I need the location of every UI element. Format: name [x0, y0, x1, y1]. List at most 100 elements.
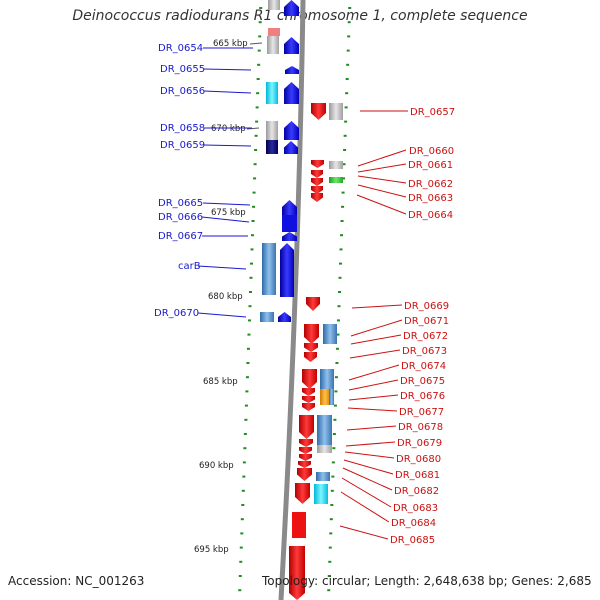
gene-arrow-DR_0658: [284, 121, 299, 140]
gene-block-DR_0685: [292, 512, 306, 538]
gene-arrow-DR_0667: [282, 232, 297, 241]
gene-block-DR_0658: [266, 121, 278, 141]
gene-arrow-DR_0664: [311, 193, 323, 202]
gene-label-DR_0675: DR_0675: [400, 376, 445, 387]
gene-arrow-DR_0674: [302, 369, 317, 389]
gene-block-DR_0671: [323, 324, 337, 344]
gene-label-DR_0663: DR_0663: [408, 193, 453, 204]
gene-label-DR_0661: DR_0661: [408, 160, 453, 171]
gene-arrow-DR_0673: [304, 352, 317, 362]
map-title: Deinococcus radiodurans R1 chromosome 1,…: [72, 8, 528, 24]
gene-arrow-DR_0654: [284, 37, 299, 54]
gene-block-DR_0654: [267, 36, 279, 54]
tick-marks: [238, 7, 352, 592]
gene-arrow-DR_0678: [299, 415, 314, 439]
gene-label-DR_0666: DR_0666: [158, 212, 203, 223]
gene-arrow-DR_0683: [297, 468, 312, 481]
gene-arrow-DR_0665: [282, 200, 297, 216]
ruler-label-680: 680 kbp: [208, 292, 243, 302]
gene-arrow-DR_0675: [302, 388, 315, 396]
ruler-tick-670: [246, 127, 260, 130]
gene-arrow-DR_0670: [278, 312, 291, 322]
gene-label-DR_0669: DR_0669: [404, 301, 449, 312]
gene-label-DR_0678: DR_0678: [398, 422, 443, 433]
gene-arrow-DR_0679: [299, 439, 313, 447]
left-gene-labels: DR_0654 DR_0655 DR_0656 DR_0658 DR_0659 …: [154, 43, 205, 319]
gene-label-DR_0657: DR_0657: [410, 107, 455, 118]
gene-arrow-DR_0676: [302, 396, 315, 403]
gene-label-DR_0677: DR_0677: [399, 407, 444, 418]
ruler-tick-665: [249, 42, 263, 45]
gene-label-DR_0674: DR_0674: [401, 361, 446, 372]
gene-block-DR_0661: [329, 161, 343, 169]
gene-label-DR_0659: DR_0659: [160, 140, 205, 151]
gene-block-carB: [262, 243, 276, 295]
gene-label-DR_0672: DR_0672: [403, 331, 448, 342]
gene-label-DR_0673: DR_0673: [402, 346, 447, 357]
gene-arrow-DR_0669: [306, 297, 320, 311]
gene-label-DR_0684: DR_0684: [391, 518, 436, 529]
ruler-label-675: 675 kbp: [211, 208, 246, 218]
gene-label-DR_0655: DR_0655: [160, 64, 205, 75]
gene-block-DR_0683: [316, 472, 330, 481]
gene-arrow-DR_0672: [304, 343, 318, 352]
ruler-label-670: 670 kbp: [211, 124, 246, 134]
ruler-label-690: 690 kbp: [199, 461, 234, 471]
gene-block-DR_0656: [266, 82, 278, 104]
gene-label-DR_0654: DR_0654: [158, 43, 203, 54]
gene-block-pink: [268, 28, 280, 36]
gene-arrow-DR_0684: [295, 483, 310, 504]
gene-label-DR_0682: DR_0682: [394, 486, 439, 497]
gene-block-DR_0659: [266, 140, 278, 154]
ruler-label-665: 665 kbp: [213, 39, 248, 49]
chromosome-backbone: [278, 0, 306, 600]
gene-arrow-DR_0662: [311, 178, 323, 186]
gene-block-DR_0657: [329, 103, 343, 120]
gene-arrow-DR_0655: [285, 66, 299, 74]
gene-arrow-clipped: [289, 546, 305, 600]
gene-arrow-DR_0657: [311, 103, 326, 120]
gene-label-DR_0658: DR_0658: [160, 123, 205, 134]
gene-label-DR_0664: DR_0664: [408, 210, 453, 221]
gene-block-DR_0662: [329, 177, 343, 183]
gene-label-DR_0685: DR_0685: [390, 535, 435, 546]
gene-block-DR_0676b: [329, 389, 334, 405]
gene-block-DR_0670: [260, 312, 274, 322]
forward-gene-arrow: [284, 0, 299, 16]
gene-arrow-DR_0681: [299, 454, 312, 461]
gene-arrow-DR_0682: [298, 461, 311, 468]
gene-block-DR_0680: [317, 445, 332, 453]
gene-arrow-DR_0660: [311, 160, 324, 168]
ruler-labels: 665 kbp 670 kbp 675 kbp 680 kbp 685 kbp …: [194, 39, 263, 555]
right-gene-labels: DR_0657 DR_0660 DR_0661 DR_0662 DR_0663 …: [390, 107, 455, 546]
gene-label-DR_0656: DR_0656: [160, 86, 205, 97]
gene-label-DR_0683: DR_0683: [393, 503, 438, 514]
gene-label-DR_0679: DR_0679: [397, 438, 442, 449]
gene-block-clipped: [268, 0, 280, 10]
gene-label-DR_0671: DR_0671: [404, 316, 449, 327]
gene-arrow-DR_0661: [311, 170, 323, 178]
accession-text: Accession: NC_001263: [8, 574, 145, 588]
gene-label-DR_0667: DR_0667: [158, 231, 203, 242]
gene-arrow-DR_0663: [311, 186, 323, 194]
gene-label-DR_0660: DR_0660: [409, 146, 454, 157]
gene-block-DR_0674: [320, 369, 334, 389]
gene-block-DR_0676: [320, 389, 330, 405]
gene-label-DR_0662: DR_0662: [408, 179, 453, 190]
gene-arrow-DR_0656: [284, 82, 299, 104]
gene-arrow-DR_0659: [284, 141, 298, 154]
gene-arrow-DR_0680: [299, 447, 312, 454]
gene-label-DR_0670: DR_0670: [154, 308, 199, 319]
gene-block-DR_0678: [317, 415, 332, 445]
ruler-label-685: 685 kbp: [203, 377, 238, 387]
topology-text: Topology: circular; Length: 2,648,638 bp…: [262, 574, 592, 588]
gene-block-DR_0684: [314, 484, 328, 504]
gene-arrow-DR_0671: [304, 324, 319, 344]
gene-label-DR_0681: DR_0681: [395, 470, 440, 481]
label-leader-lines: [197, 47, 408, 540]
gene-arrow-DR_0677: [302, 403, 315, 411]
gene-features: [260, 0, 343, 600]
gene-block-DR_0666: [282, 215, 297, 232]
